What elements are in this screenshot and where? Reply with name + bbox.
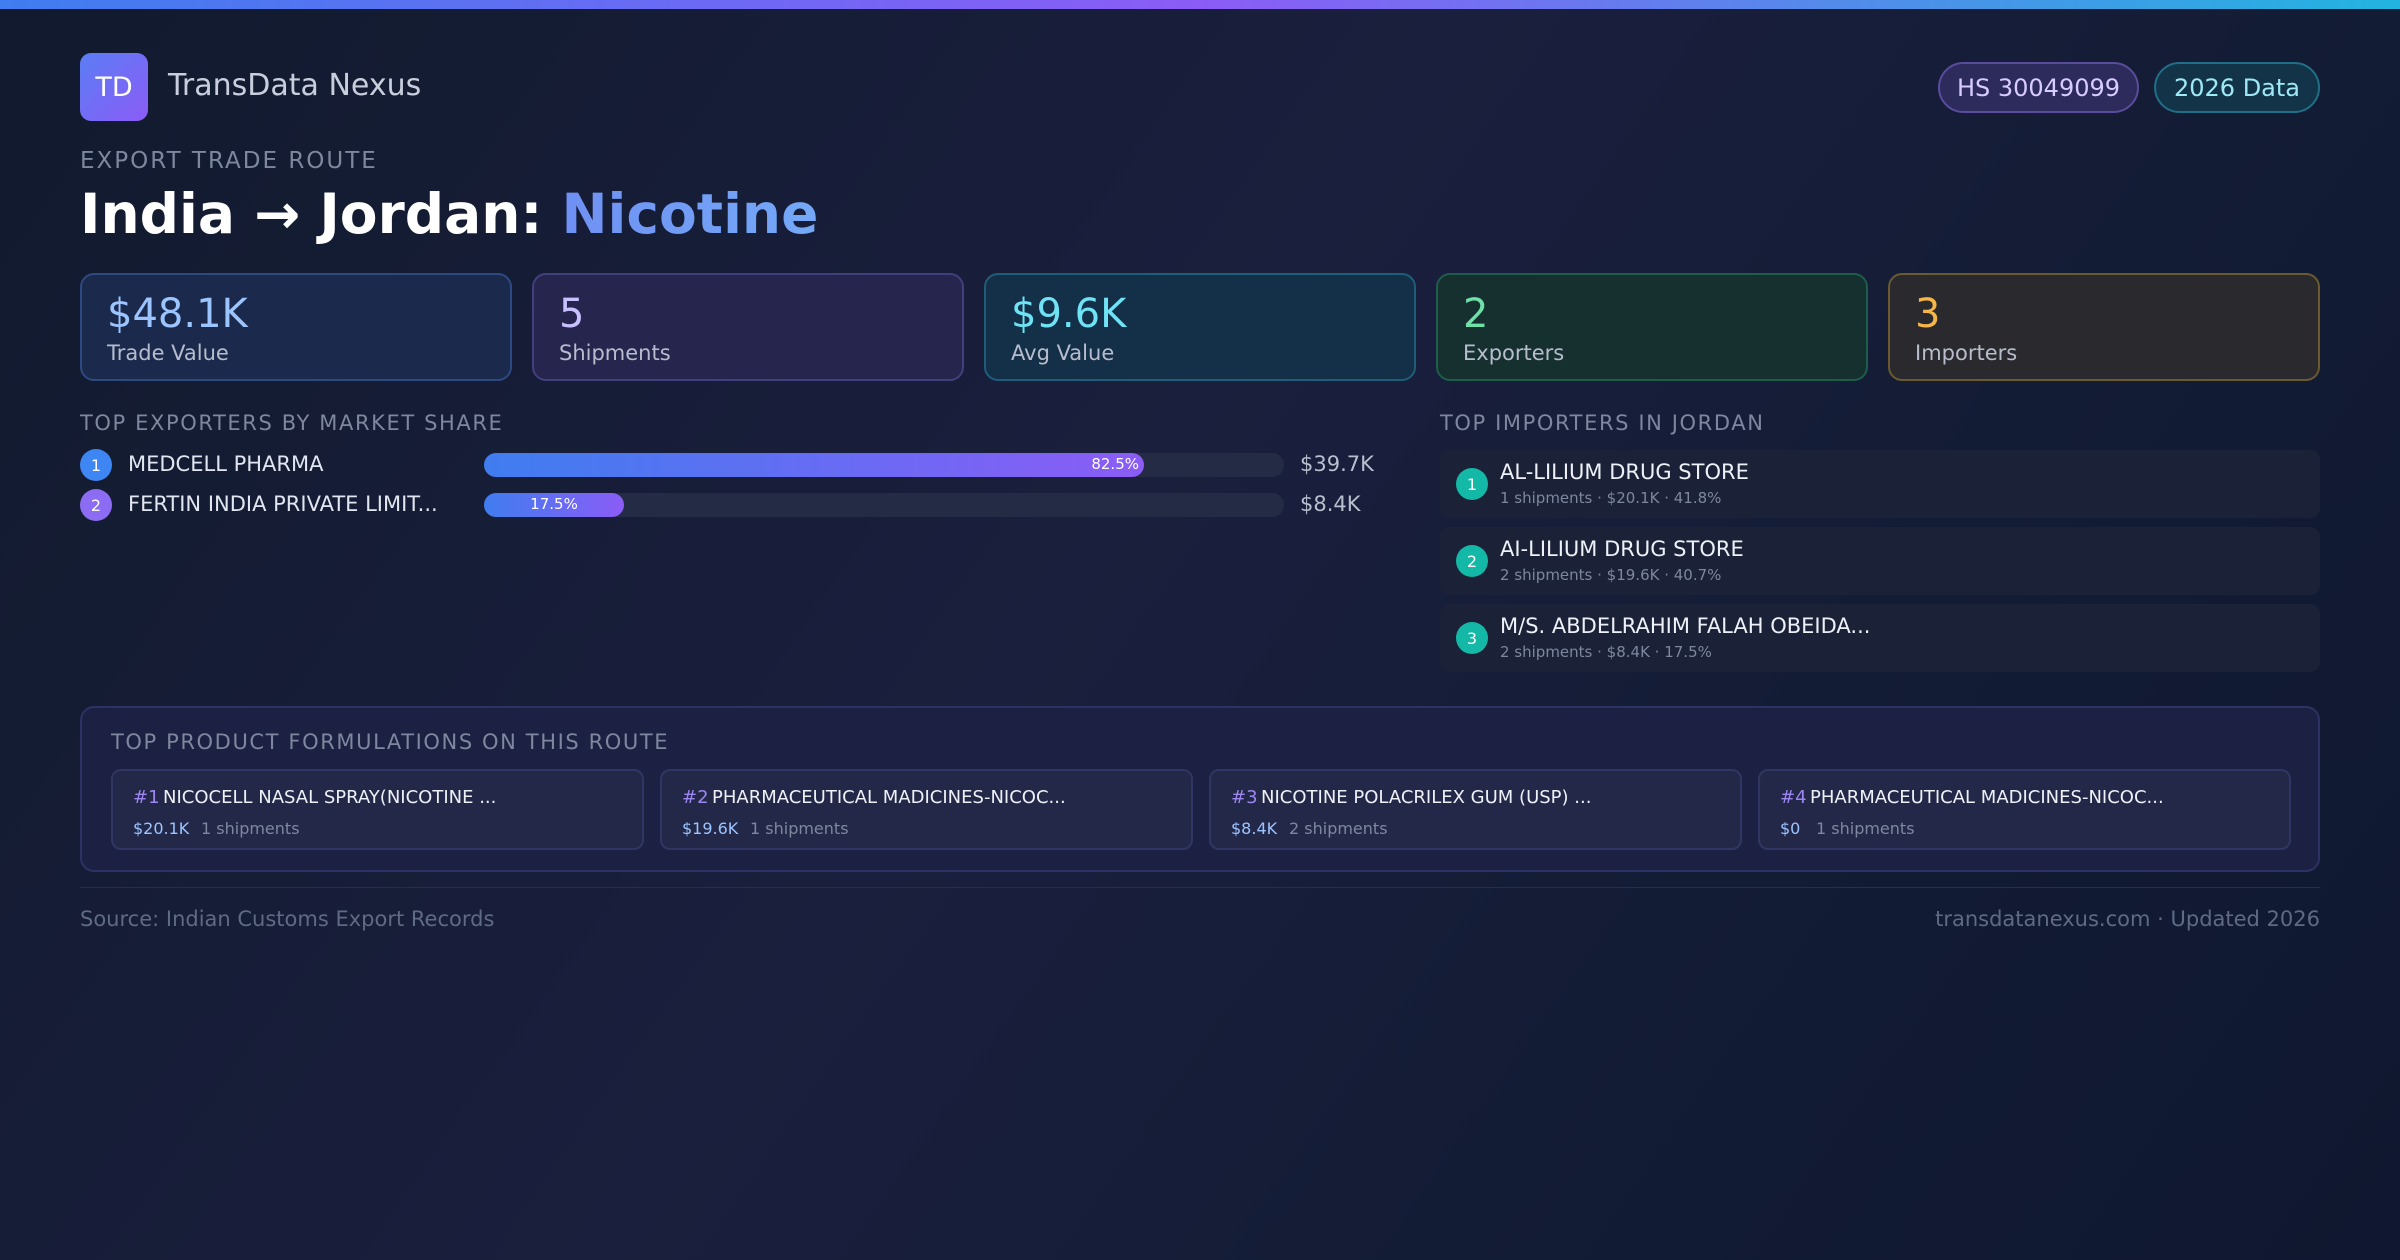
stat-value: 2 [1463,291,1489,337]
product-formulations-panel: TOP PRODUCT FORMULATIONS ON THIS ROUTE #… [80,706,2320,872]
exporter-name: FERTIN INDIA PRIVATE LIMIT... [128,492,438,516]
importers-section-title: TOP IMPORTERS IN JORDAN [1440,411,1765,435]
stat-label: Trade Value [107,341,229,365]
product-rank: #4 [1780,787,1807,808]
page: TD TransData Nexus HS 30049099 2026 Data… [80,0,2320,1260]
exporter-row[interactable]: 1 MEDCELL PHARMA 82.5% $39.7K [80,448,1380,482]
exporter-value: $39.7K [1300,452,1374,476]
importer-card[interactable]: 1 AL-LILIUM DRUG STORE 1 shipments · $20… [1440,450,2320,518]
route-title-prefix: India → Jordan: [80,182,562,246]
product-name: NICOCELL NASAL SPRAY(NICOTINE ... [163,787,497,808]
product-card[interactable]: #4 PHARMACEUTICAL MADICINES-NICOC... $0 … [1758,769,2291,850]
product-rank: #3 [1231,787,1258,808]
importer-name: M/S. ABDELRAHIM FALAH OBEIDA... [1500,614,1871,638]
importer-meta: 1 shipments · $20.1K · 41.8% [1500,489,1722,507]
header: TD TransData Nexus HS 30049099 2026 Data [80,53,2320,121]
stat-card-importers: 3 Importers [1888,273,2320,381]
product-value: $20.1K [133,819,190,838]
stat-label: Exporters [1463,341,1565,365]
importer-card[interactable]: 3 M/S. ABDELRAHIM FALAH OBEIDA... 2 ship… [1440,604,2320,672]
product-name: NICOTINE POLACRILEX GUM (USP) ... [1261,787,1592,808]
importer-meta: 2 shipments · $19.6K · 40.7% [1500,566,1722,584]
footer-source: Source: Indian Customs Export Records [80,907,495,931]
product-card[interactable]: #2 PHARMACEUTICAL MADICINES-NICOC... $19… [660,769,1193,850]
stat-value: $48.1K [107,291,248,337]
stat-value: $9.6K [1011,291,1127,337]
exporter-value: $8.4K [1300,492,1361,516]
hs-code-badge: HS 30049099 [1938,62,2139,113]
rank-badge: 2 [80,489,112,521]
stat-label: Importers [1915,341,2018,365]
product-rank: #1 [133,787,160,808]
stat-label: Avg Value [1011,341,1115,365]
product-name: PHARMACEUTICAL MADICINES-NICOC... [712,787,1066,808]
rank-badge: 3 [1456,622,1488,654]
stat-card-trade-value: $48.1K Trade Value [80,273,512,381]
product-shipments: 1 shipments [750,819,849,838]
product-name: PHARMACEUTICAL MADICINES-NICOC... [1810,787,2164,808]
share-bar-label: 17.5% [530,495,578,513]
exporter-row[interactable]: 2 FERTIN INDIA PRIVATE LIMIT... 17.5% $8… [80,488,1380,522]
stat-value: 5 [559,291,585,337]
product-rank: #2 [682,787,709,808]
rank-badge: 1 [80,449,112,481]
importer-meta: 2 shipments · $8.4K · 17.5% [1500,643,1712,661]
product-card[interactable]: #3 NICOTINE POLACRILEX GUM (USP) ... $8.… [1209,769,1742,850]
stat-card-exporters: 2 Exporters [1436,273,1868,381]
importer-name: AL-LILIUM DRUG STORE [1500,460,1749,484]
route-product: Nicotine [561,182,819,246]
stat-label: Shipments [559,341,671,365]
exporters-section-title: TOP EXPORTERS BY MARKET SHARE [80,411,504,435]
product-value: $19.6K [682,819,739,838]
route-eyebrow: EXPORT TRADE ROUTE [80,148,378,174]
year-badge: 2026 Data [2154,62,2320,113]
logo: TD [80,53,148,121]
importer-name: AI-LILIUM DRUG STORE [1500,537,1744,561]
footer-divider [80,887,2320,888]
brand-name[interactable]: TransData Nexus [168,68,422,103]
product-shipments: 1 shipments [201,819,300,838]
rank-badge: 2 [1456,545,1488,577]
share-bar-fill [484,453,1144,477]
product-card[interactable]: #1 NICOCELL NASAL SPRAY(NICOTINE ... $20… [111,769,644,850]
stat-card-avg-value: $9.6K Avg Value [984,273,1416,381]
page-title: India → Jordan: Nicotine [80,182,818,246]
products-section-title: TOP PRODUCT FORMULATIONS ON THIS ROUTE [111,730,670,754]
footer-site[interactable]: transdatanexus.com · Updated 2026 [1935,907,2320,931]
exporter-name: MEDCELL PHARMA [128,452,324,476]
share-bar-track: 82.5% [484,453,1284,477]
stat-value: 3 [1915,291,1941,337]
rank-badge: 1 [1456,468,1488,500]
share-bar-label: 82.5% [1091,455,1139,473]
share-bar-fill [484,493,624,517]
share-bar-track: 17.5% [484,493,1284,517]
product-value: $8.4K [1231,819,1278,838]
product-value: $0 [1780,819,1801,838]
top-accent-strip [0,0,2400,9]
product-shipments: 2 shipments [1289,819,1388,838]
importer-card[interactable]: 2 AI-LILIUM DRUG STORE 2 shipments · $19… [1440,527,2320,595]
stat-card-shipments: 5 Shipments [532,273,964,381]
product-shipments: 1 shipments [1816,819,1915,838]
